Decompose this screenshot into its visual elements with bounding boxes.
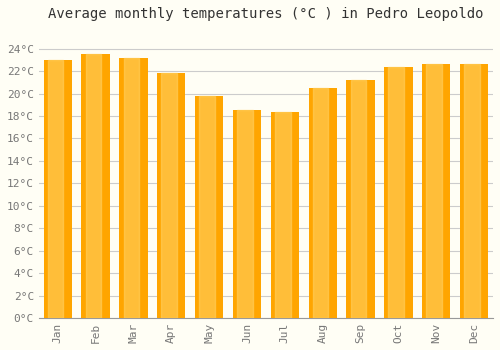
Title: Average monthly temperatures (°C ) in Pedro Leopoldo: Average monthly temperatures (°C ) in Pe… <box>48 7 484 21</box>
Bar <box>119 58 148 318</box>
Bar <box>426 64 442 318</box>
Bar <box>460 64 488 318</box>
Bar <box>162 74 177 318</box>
Bar <box>86 54 102 318</box>
Bar <box>157 74 186 318</box>
Bar <box>195 96 224 318</box>
Bar <box>313 88 328 318</box>
Bar <box>44 60 72 318</box>
Bar <box>48 60 64 318</box>
Bar <box>308 88 337 318</box>
Bar <box>350 80 366 318</box>
Bar <box>233 110 261 318</box>
Bar <box>388 66 404 318</box>
Bar <box>422 64 450 318</box>
Bar <box>346 80 375 318</box>
Bar <box>275 112 290 318</box>
Bar <box>237 110 252 318</box>
Bar <box>384 66 412 318</box>
Bar <box>199 96 215 318</box>
Bar <box>464 64 480 318</box>
Bar <box>82 54 110 318</box>
Bar <box>124 58 139 318</box>
Bar <box>270 112 299 318</box>
